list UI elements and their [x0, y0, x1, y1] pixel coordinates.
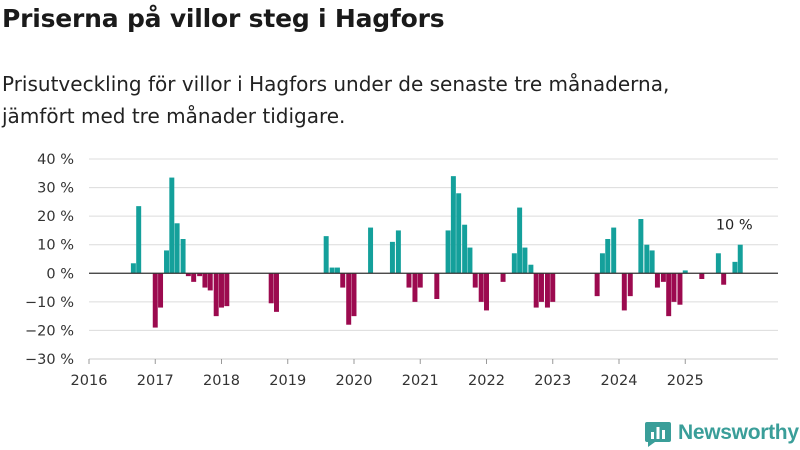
- newsworthy-logo-icon: [645, 422, 671, 447]
- y-tick-label: 10 %: [37, 238, 74, 254]
- x-tick-label: 2025: [667, 373, 704, 389]
- data-bar: [522, 247, 528, 274]
- y-tick-label: −10 %: [25, 295, 74, 311]
- data-bar: [158, 273, 164, 308]
- data-bar: [450, 176, 456, 274]
- data-bar: [191, 273, 197, 282]
- data-bar: [472, 273, 478, 288]
- data-bar: [130, 263, 136, 274]
- x-tick-label: 2020: [336, 373, 373, 389]
- data-bar: [649, 250, 655, 274]
- data-bar: [412, 273, 418, 302]
- data-bar: [351, 273, 357, 317]
- data-bar: [213, 273, 219, 317]
- y-tick-label: 40 %: [37, 152, 74, 168]
- data-bar: [180, 239, 186, 274]
- data-bar: [682, 270, 688, 274]
- data-bar: [136, 206, 142, 274]
- data-bar: [544, 273, 550, 308]
- x-tick-label: 2018: [203, 373, 240, 389]
- data-bar: [539, 273, 544, 302]
- data-bar: [654, 273, 660, 288]
- data-bar: [627, 273, 633, 297]
- x-tick-label: 2016: [71, 373, 108, 389]
- data-bar: [268, 273, 274, 304]
- x-tick-label: 2021: [402, 373, 439, 389]
- data-bar: [715, 253, 721, 274]
- x-tick-label: 2017: [137, 373, 174, 389]
- data-bar: [699, 273, 705, 279]
- y-tick-label: 20 %: [37, 209, 74, 225]
- data-bar: [185, 273, 191, 277]
- data-bar: [323, 236, 329, 274]
- data-bar: [621, 273, 627, 311]
- data-bar: [406, 273, 412, 288]
- subtitle-line-2: jämfört med tre månader tidigare.: [2, 104, 346, 128]
- data-bar: [500, 273, 506, 282]
- data-bar: [550, 273, 556, 302]
- brand-name: Newsworthy: [678, 421, 799, 444]
- data-label: 10 %: [716, 218, 753, 234]
- data-bar: [169, 177, 175, 274]
- data-bar: [737, 244, 743, 274]
- data-bar: [389, 241, 395, 274]
- y-tick-label: −30 %: [25, 352, 74, 368]
- data-bar: [721, 273, 727, 285]
- data-bar: [224, 273, 230, 307]
- data-bar: [467, 247, 473, 274]
- x-tick-label: 2024: [601, 373, 638, 389]
- chart-title: Priserna på villor steg i Hagfors: [2, 4, 445, 33]
- data-bar: [638, 219, 644, 274]
- data-bar: [197, 273, 203, 277]
- data-bar: [207, 273, 213, 291]
- data-bar: [340, 273, 346, 288]
- data-bar: [395, 230, 401, 274]
- y-tick-label: 0 %: [46, 266, 74, 282]
- data-bar: [599, 253, 605, 274]
- data-bar: [334, 267, 340, 274]
- data-bar: [417, 273, 423, 288]
- data-bar: [478, 273, 484, 302]
- chart-subtitle: Prisutveckling för villor i Hagfors unde…: [2, 68, 782, 132]
- data-bar: [517, 207, 523, 274]
- data-bar: [484, 273, 489, 311]
- data-bar: [368, 227, 374, 274]
- data-bar: [456, 193, 462, 274]
- data-bar: [346, 273, 352, 325]
- data-bar: [274, 273, 279, 312]
- subtitle-line-1: Prisutveckling för villor i Hagfors unde…: [2, 72, 670, 96]
- data-bar: [644, 244, 650, 274]
- data-bar: [511, 253, 517, 274]
- data-bar: [732, 261, 738, 274]
- data-bar: [202, 273, 208, 288]
- y-tick-label: 30 %: [37, 181, 74, 197]
- data-bar: [174, 223, 180, 274]
- data-bar: [528, 264, 534, 274]
- y-tick-label: −20 %: [25, 323, 74, 339]
- newsworthy-logo: Newsworthy: [644, 418, 799, 448]
- data-bar: [462, 224, 468, 274]
- data-bar: [434, 273, 440, 299]
- x-tick-label: 2023: [534, 373, 571, 389]
- data-bar: [533, 273, 539, 308]
- data-bar: [594, 273, 600, 297]
- data-bar: [611, 227, 617, 274]
- data-bar: [605, 239, 611, 274]
- data-bar: [677, 273, 683, 305]
- x-tick-label: 2019: [269, 373, 306, 389]
- data-bar: [660, 273, 666, 282]
- data-bar: [671, 273, 677, 302]
- x-tick-label: 2022: [468, 373, 505, 389]
- data-bar: [445, 230, 451, 274]
- data-bar: [152, 273, 158, 328]
- data-bar: [329, 267, 335, 274]
- data-bar: [666, 273, 672, 317]
- data-bar: [164, 250, 169, 274]
- data-bar: [219, 273, 224, 308]
